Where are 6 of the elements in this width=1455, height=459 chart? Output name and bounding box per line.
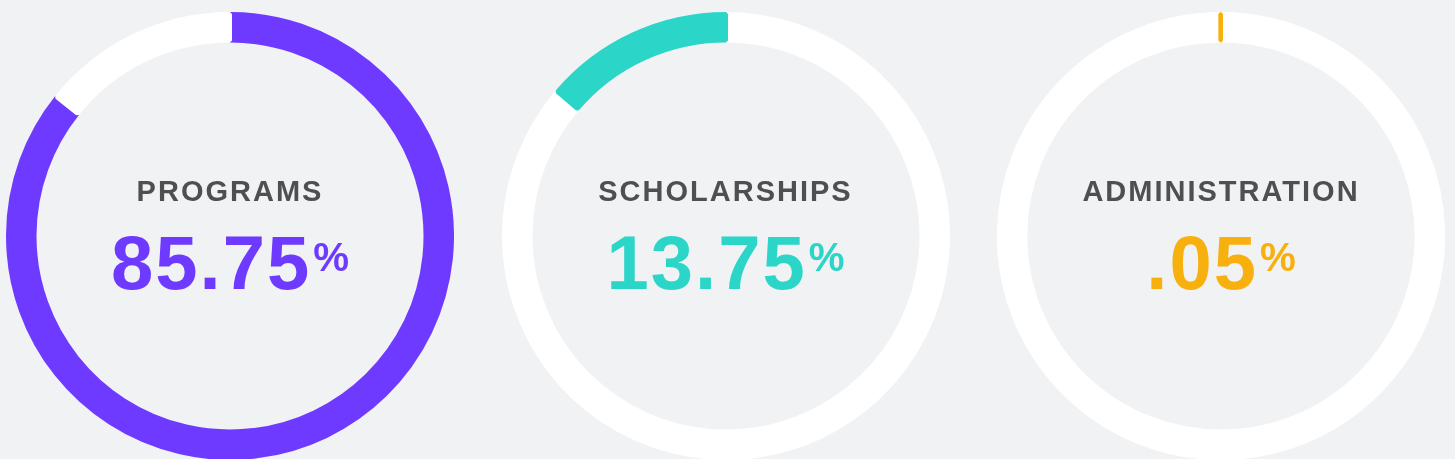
slice-label: PROGRAMS xyxy=(135,174,325,208)
data-label: 13.75$^{%}$ xyxy=(606,220,845,305)
data-label: .05$^{%}$ xyxy=(1146,220,1296,305)
data-label: 85.75$^{%}$ xyxy=(111,220,349,305)
slice-label: SCHOLARSHIPS xyxy=(597,174,854,208)
slice-label: ADMINISTRATION xyxy=(1081,174,1361,208)
